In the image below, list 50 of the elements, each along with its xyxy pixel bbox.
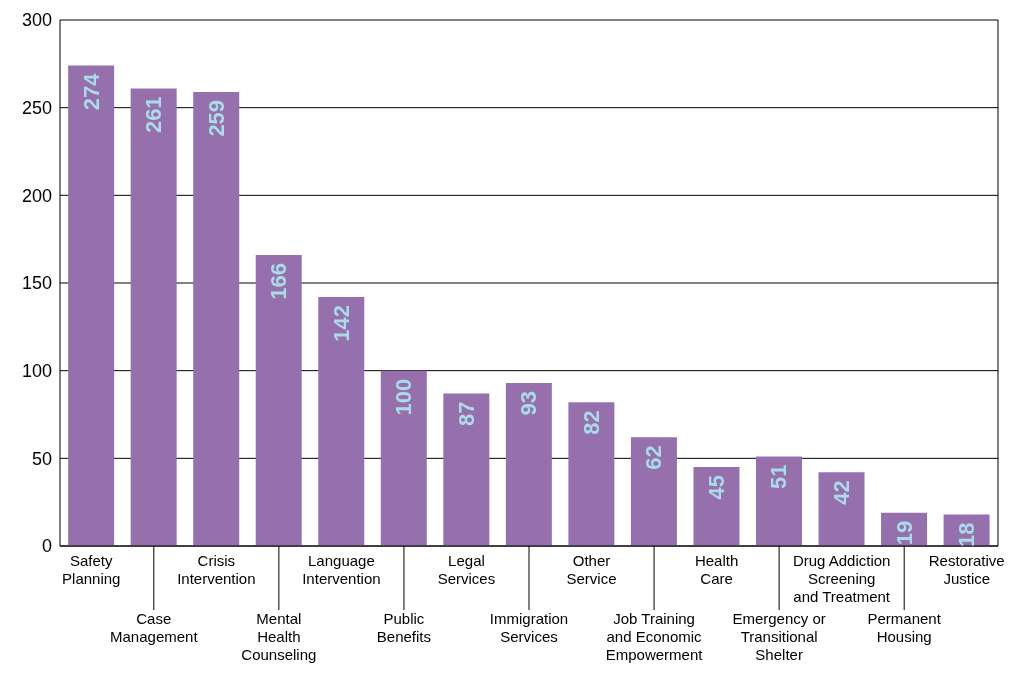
- bar: [818, 472, 865, 546]
- data-label: 166: [266, 262, 292, 300]
- y-tick-label: 100: [21, 361, 52, 382]
- data-label: 87: [453, 401, 479, 426]
- data-label: 142: [328, 305, 354, 342]
- data-label: 19: [891, 520, 917, 546]
- bar: [318, 297, 365, 546]
- x-tick-label: Permanent Housing: [867, 610, 942, 645]
- bar: [68, 65, 115, 546]
- x-tick-label: Health Care: [694, 552, 739, 587]
- bar: [693, 467, 740, 546]
- data-label: 82: [578, 410, 604, 435]
- data-label: 261: [141, 96, 167, 134]
- bar: [193, 91, 240, 546]
- data-label: 42: [829, 480, 855, 505]
- x-tick-label: Job Training and Economic Empowerment: [605, 610, 704, 663]
- y-tick-label: 150: [21, 273, 52, 294]
- x-tick-label: Language Intervention: [302, 552, 381, 587]
- bar: [443, 393, 490, 546]
- y-tick-label: 300: [21, 10, 52, 31]
- data-label: 93: [516, 390, 542, 416]
- y-tick-label: 250: [21, 98, 52, 119]
- bar: [630, 437, 677, 546]
- bar: [130, 88, 177, 546]
- x-tick-label: Drug Addiction Screening and Treatment: [792, 552, 891, 605]
- x-tick-label: Mental Health Counseling: [241, 610, 317, 663]
- x-tick-label: Crisis Intervention: [177, 552, 256, 587]
- bar: [255, 254, 302, 546]
- y-tick-label: 0: [41, 536, 52, 557]
- data-label: 62: [641, 445, 667, 470]
- x-tick-label: Case Management: [110, 610, 199, 645]
- y-tick-label: 200: [21, 185, 52, 206]
- x-tick-label: Immigration Services: [489, 610, 569, 645]
- y-tick-label: 50: [31, 448, 52, 469]
- data-label: 274: [78, 72, 104, 111]
- x-tick-label: Emergency or Transitional Shelter: [732, 610, 826, 663]
- data-label: 259: [203, 99, 229, 137]
- data-label: 51: [766, 464, 792, 490]
- bar: [568, 402, 615, 546]
- bar: [756, 456, 802, 546]
- x-tick-label: Restorative Justice: [928, 552, 1005, 587]
- data-label: 100: [391, 378, 417, 416]
- x-tick-label: Other Service: [566, 552, 617, 587]
- data-label: 45: [703, 475, 729, 500]
- bar: [505, 382, 552, 546]
- bar: [380, 370, 427, 546]
- x-tick-label: Legal Services: [437, 552, 496, 587]
- data-label: 18: [954, 522, 980, 547]
- x-tick-label: Safety Planning: [62, 552, 121, 587]
- x-tick-label: Public Benefits: [376, 610, 432, 645]
